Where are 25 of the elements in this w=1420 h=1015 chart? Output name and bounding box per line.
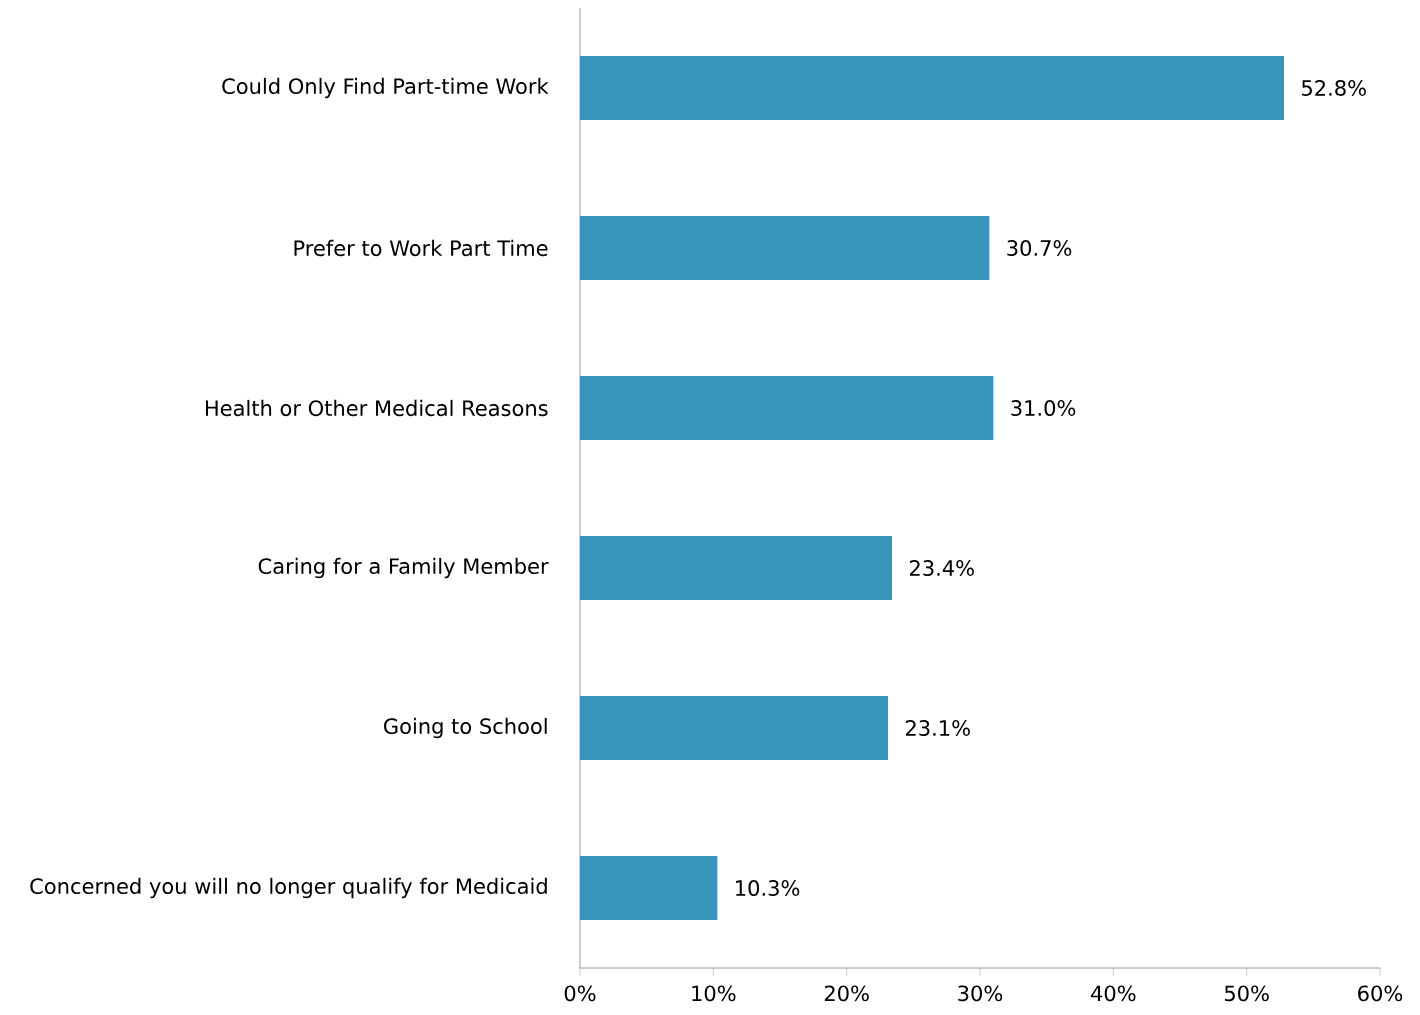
x-tick-label: 20%: [824, 985, 869, 1002]
bar: [580, 216, 990, 281]
data-label: 23.4%: [909, 560, 974, 576]
data-label: 23.1%: [905, 720, 970, 736]
y-tick-label: Concerned you will no longer qualify for Medicaid: [30, 877, 547, 899]
y-tick-label: Could Only Find Part-time Work: [222, 77, 549, 99]
y-tick-label: Going to School: [384, 717, 547, 739]
y-tick-label: Prefer to Work Part Time: [294, 239, 548, 257]
x-tick-label: 10%: [692, 985, 736, 1002]
bar: [580, 56, 1284, 121]
x-tick-label: 30%: [958, 985, 1003, 1002]
x-tick-label: 40%: [1091, 985, 1136, 1002]
bar: [580, 536, 892, 601]
bar: [580, 376, 994, 441]
bar: [580, 856, 718, 921]
bar: [580, 696, 888, 761]
data-label: 10.3%: [736, 880, 800, 896]
y-tick-label: Caring for a Family Member: [258, 557, 549, 579]
x-tick-label: 0%: [564, 985, 596, 1002]
x-tick-label: 50%: [1224, 985, 1269, 1002]
x-tick-label: 60%: [1358, 985, 1403, 1002]
data-label: 30.7%: [1007, 240, 1072, 256]
data-label: 31.0%: [1011, 400, 1076, 416]
data-label: 52.8%: [1302, 80, 1366, 96]
y-tick-label: Health or Other Medical Reasons: [205, 399, 548, 417]
